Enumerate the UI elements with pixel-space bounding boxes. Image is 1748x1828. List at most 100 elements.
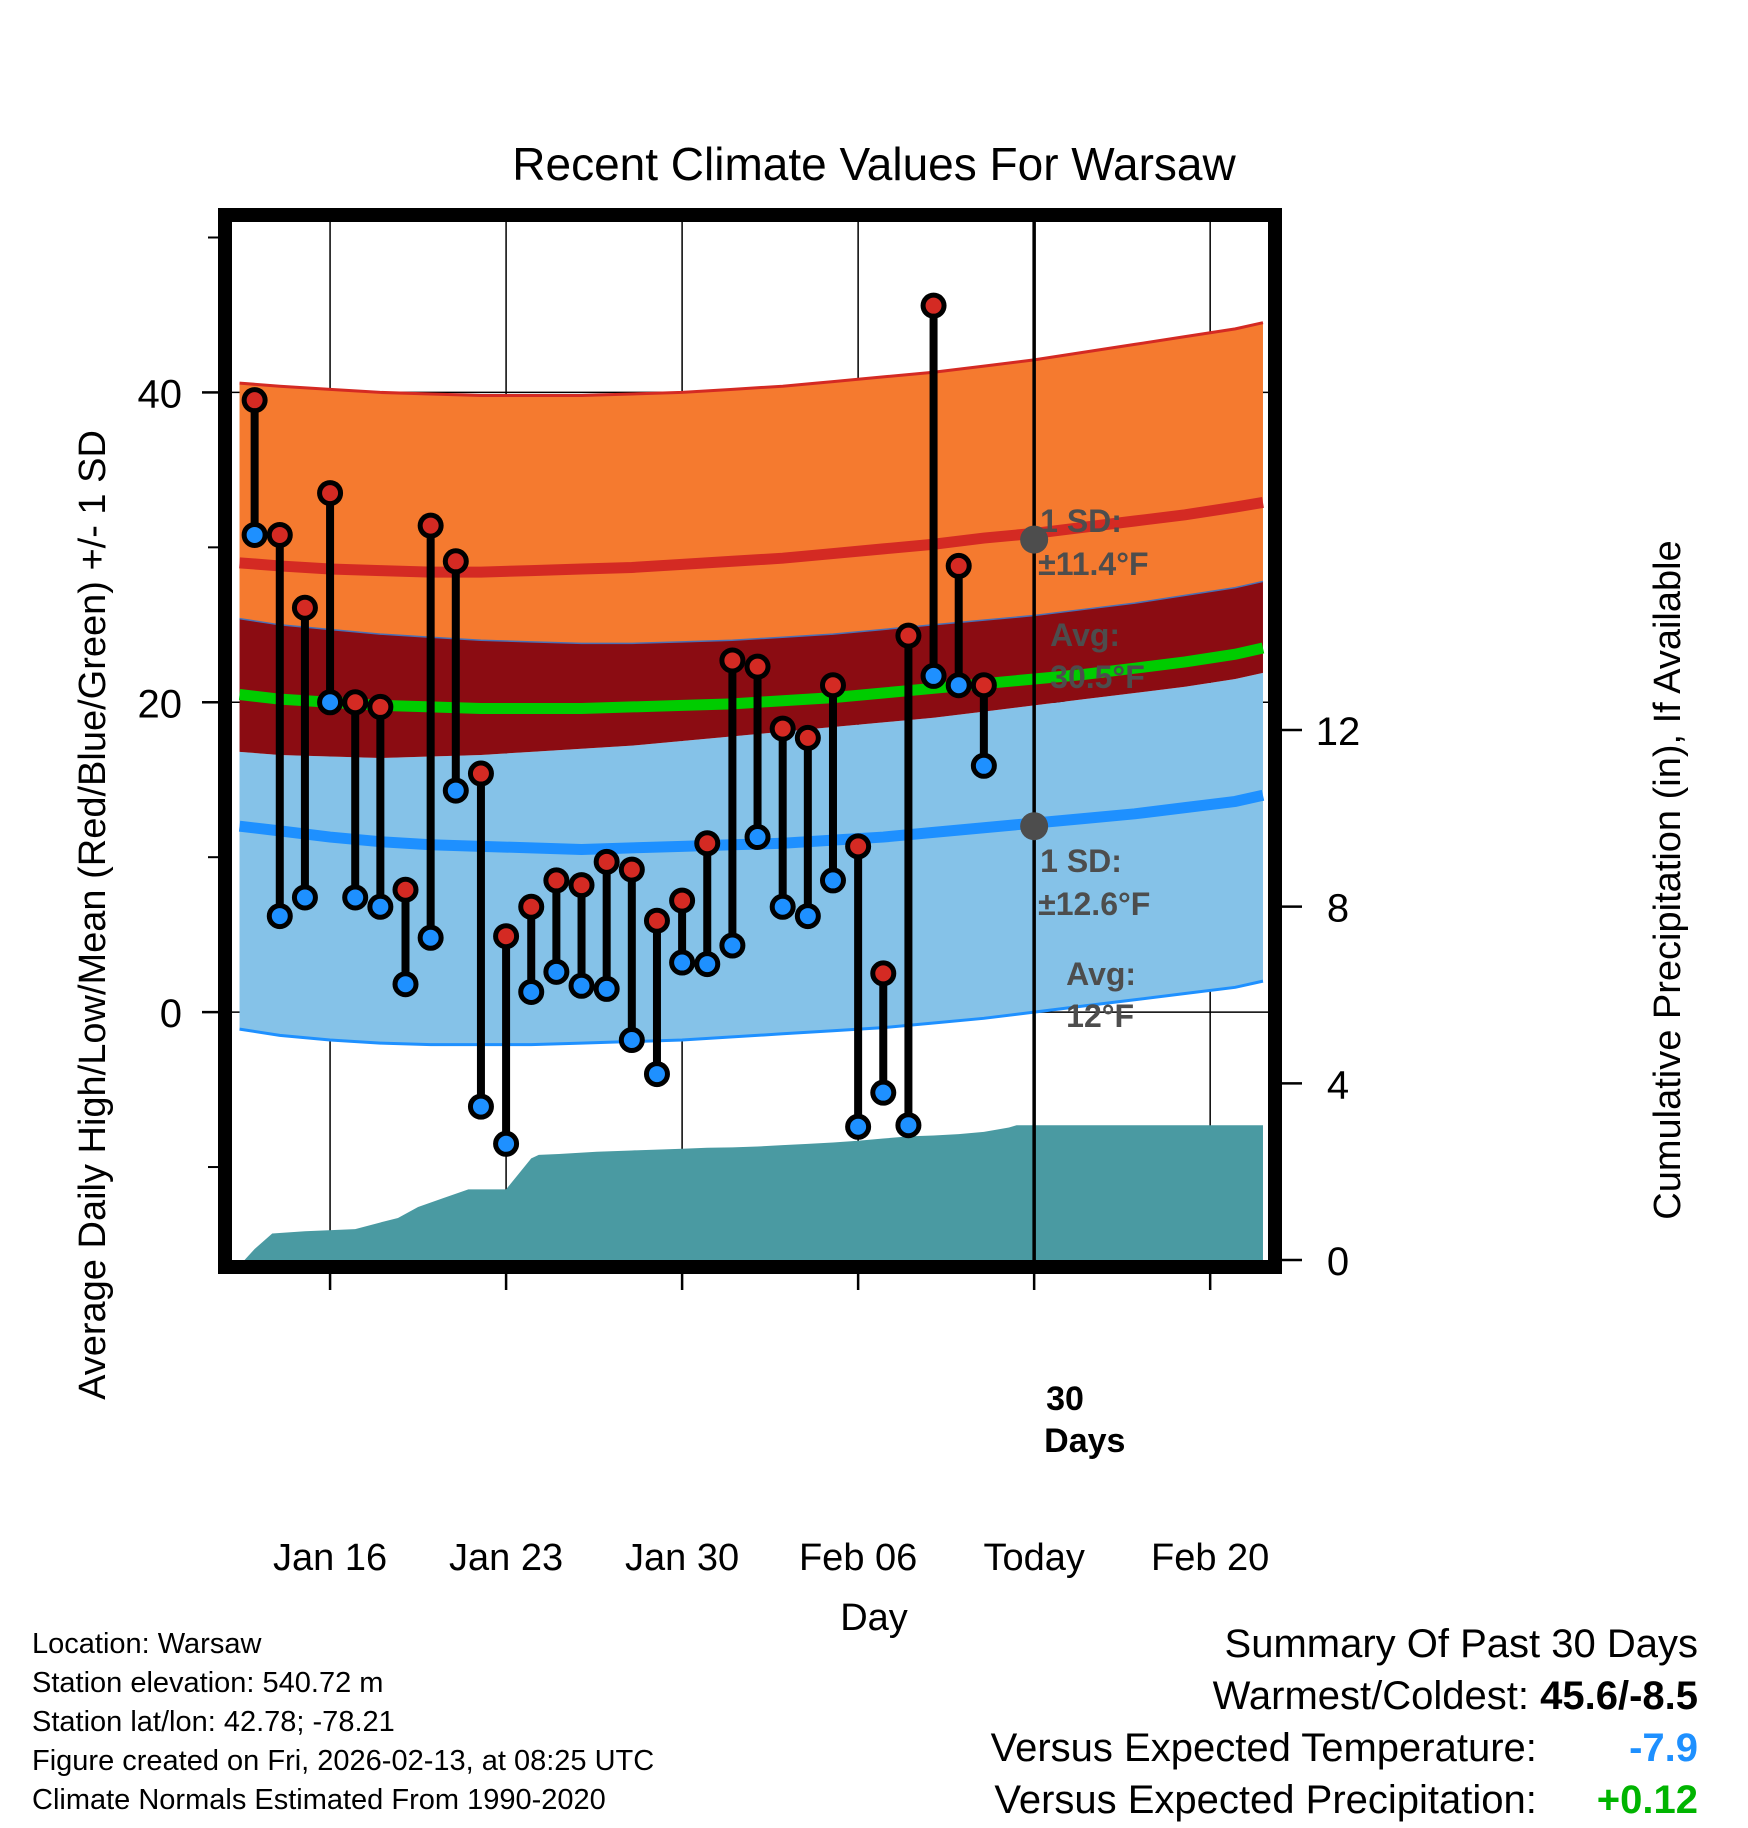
warmest-label: Warmest/Coldest: xyxy=(1212,1674,1529,1718)
plot-area xyxy=(232,0,1268,1260)
summary-title: Summary Of Past 30 Days xyxy=(1224,1622,1698,1666)
high-marker xyxy=(870,960,897,987)
high-marker xyxy=(518,893,545,920)
low-marker xyxy=(291,884,318,911)
low-marker xyxy=(719,932,746,959)
x-tick-label: Today xyxy=(983,1537,1084,1579)
low-avg-value: 12°F xyxy=(1066,998,1134,1034)
summary-panel: Summary Of Past 30 Days Warmest/Coldest:… xyxy=(991,1618,1698,1826)
high-marker xyxy=(291,594,318,621)
low-marker xyxy=(970,752,997,779)
low-marker xyxy=(694,951,721,978)
high-marker xyxy=(999,0,1020,11)
high-marker xyxy=(769,715,796,742)
precip-area xyxy=(244,1125,1263,1260)
low-marker xyxy=(342,884,369,911)
low-marker xyxy=(593,975,620,1002)
y-right-tick-label: 12 xyxy=(1316,710,1361,754)
low-marker xyxy=(568,972,595,999)
low-marker xyxy=(266,903,293,930)
low-marker xyxy=(618,1027,645,1054)
low-lower-edge xyxy=(239,979,1264,1047)
high-upper-edge xyxy=(239,321,1264,398)
x-tick-label: Jan 16 xyxy=(273,1537,387,1579)
low-marker xyxy=(241,521,268,548)
high-marker xyxy=(920,292,947,319)
y-axis-label-left: Average Daily High/Low/Mean (Red/Blue/Gr… xyxy=(72,430,114,1400)
low-marker xyxy=(417,924,444,951)
high-marker xyxy=(317,480,344,507)
low-sd-value: ±12.6°F xyxy=(1038,886,1150,922)
y-right-tick-label: 0 xyxy=(1327,1240,1349,1284)
elevation-text: Station elevation: 540.72 m xyxy=(32,1667,384,1699)
high-marker xyxy=(568,872,595,899)
high-marker xyxy=(669,887,696,914)
precip-label: Versus Expected Precipitation: xyxy=(994,1778,1537,1822)
high-marker xyxy=(618,856,645,883)
precip-value: +0.12 xyxy=(1596,1778,1698,1822)
temp-value: -7.9 xyxy=(1629,1726,1698,1770)
y-left-tick-label: 40 xyxy=(138,372,183,416)
high-sd-label: 1 SD: xyxy=(1040,503,1122,539)
high-marker xyxy=(794,724,821,751)
low-marker xyxy=(367,893,394,920)
low-marker xyxy=(442,777,469,804)
low-marker xyxy=(895,1112,922,1139)
high-marker xyxy=(895,622,922,649)
low-marker xyxy=(870,1079,897,1106)
high-marker xyxy=(719,647,746,674)
y-axis-label-right: Cumulative Precipitation (in), If Availa… xyxy=(1647,540,1689,1219)
high-sd-value: ±11.4°F xyxy=(1038,546,1148,582)
window-label-count: 30 xyxy=(1046,1380,1084,1418)
low-marker xyxy=(543,958,570,985)
summary-precip-row: Versus Expected Precipitation: +0.12 xyxy=(991,1774,1698,1826)
low-sd-label: 1 SD: xyxy=(1040,843,1122,879)
low-marker xyxy=(518,978,545,1005)
location-text: Location: Warsaw xyxy=(32,1628,262,1660)
low-avg-marker xyxy=(1020,812,1049,841)
chart-title: Recent Climate Values For Warsaw xyxy=(512,138,1236,190)
high-marker xyxy=(342,689,369,716)
high-avg-label: Avg: xyxy=(1050,617,1120,653)
summary-warmest-row: Warmest/Coldest: 45.6/-8.5 xyxy=(991,1670,1698,1722)
low-marker xyxy=(392,971,419,998)
y-right-tick-label: 8 xyxy=(1327,887,1349,931)
low-marker xyxy=(999,0,1020,11)
y-right-tick-label: 4 xyxy=(1327,1063,1349,1107)
warmest-value: 45.6/-8.5 xyxy=(1540,1674,1698,1718)
high-marker xyxy=(593,848,620,875)
high-marker xyxy=(417,512,444,539)
high-lower-edge xyxy=(239,580,1264,645)
low-marker xyxy=(794,903,821,930)
high-marker xyxy=(467,760,494,787)
x-tick-label: Jan 23 xyxy=(449,1537,563,1579)
normals-text: Climate Normals Estimated From 1990-2020 xyxy=(32,1784,606,1816)
low-marker xyxy=(945,672,972,699)
high-marker xyxy=(643,907,670,934)
low-marker xyxy=(643,1061,670,1088)
high-marker xyxy=(266,521,293,548)
normal-high-line xyxy=(239,496,1264,578)
low-marker xyxy=(744,824,771,851)
high-marker xyxy=(694,830,721,857)
high-marker xyxy=(241,387,268,414)
high-marker xyxy=(442,548,469,575)
high-marker xyxy=(945,552,972,579)
high-marker xyxy=(744,653,771,680)
high-avg-value: 30.5°F xyxy=(1050,659,1145,695)
high-sd-band xyxy=(239,322,1263,644)
latlon-text: Station lat/lon: 42.78; -78.21 xyxy=(32,1706,395,1738)
y-left-tick-label: 0 xyxy=(160,992,182,1036)
x-tick-label: Feb 20 xyxy=(1151,1537,1269,1579)
high-marker xyxy=(819,672,846,699)
high-marker xyxy=(367,693,394,720)
low-marker xyxy=(769,893,796,920)
low-marker xyxy=(493,1130,520,1157)
summary-temp-row: Versus Expected Temperature: -7.9 xyxy=(991,1722,1698,1774)
x-axis-label: Day xyxy=(840,1597,908,1639)
station-info: Location: Warsaw Station elevation: 540.… xyxy=(32,1625,654,1820)
x-tick-label: Feb 06 xyxy=(799,1537,917,1579)
high-marker xyxy=(970,672,997,699)
low-sd-band xyxy=(239,672,1263,1045)
